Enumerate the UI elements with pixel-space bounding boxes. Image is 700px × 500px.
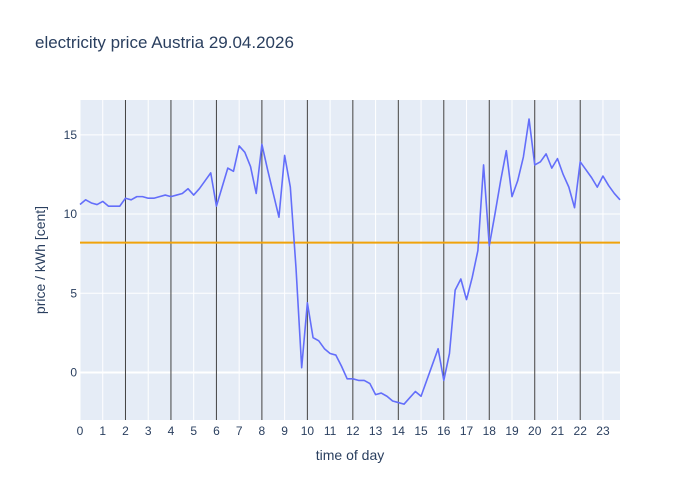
x-tick-label: 22	[574, 424, 588, 438]
y-tick-label: 10	[64, 207, 78, 221]
x-tick-label: 17	[460, 424, 474, 438]
y-tick-label: 0	[70, 365, 77, 379]
plot-background	[80, 100, 620, 420]
x-tick-label: 14	[392, 424, 406, 438]
y-tick-label: 5	[70, 286, 77, 300]
x-tick-label: 13	[369, 424, 383, 438]
x-tick-label: 3	[145, 424, 152, 438]
vertical-lines	[124, 100, 581, 420]
x-tick-label: 12	[346, 424, 360, 438]
x-tick-label: 20	[528, 424, 542, 438]
x-tick-label: 1	[99, 424, 106, 438]
series-layer	[79, 118, 621, 405]
chart-title: electricity price Austria 29.04.2026	[35, 33, 294, 52]
series-line	[79, 118, 621, 405]
y-tick-label: 15	[64, 128, 78, 142]
x-tick-label: 2	[122, 424, 129, 438]
x-tick-label: 6	[213, 424, 220, 438]
x-tick-label: 9	[281, 424, 288, 438]
x-tick-label: 15	[414, 424, 428, 438]
x-tick-label: 7	[236, 424, 243, 438]
x-tick-label: 23	[596, 424, 610, 438]
x-tick-label: 16	[437, 424, 451, 438]
x-tick-label: 5	[190, 424, 197, 438]
x-ticks: 0 1 2 3 4 5 6 7 8 9 10 11 12 13 14 15 16 17 18 19 20 21 22 23	[77, 424, 610, 438]
x-axis-title: time of day	[316, 447, 384, 463]
y-ticks: 0 5 10 15	[64, 128, 78, 380]
x-tick-label: 0	[77, 424, 84, 438]
x-tick-label: 10	[301, 424, 315, 438]
x-tick-label: 19	[505, 424, 519, 438]
x-tick-label: 4	[168, 424, 175, 438]
x-tick-label: 11	[324, 424, 337, 438]
x-tick-label: 21	[551, 424, 565, 438]
x-tick-label: 18	[483, 424, 497, 438]
x-tick-label: 8	[259, 424, 266, 438]
y-axis-title: price / kWh [cent]	[32, 206, 48, 314]
